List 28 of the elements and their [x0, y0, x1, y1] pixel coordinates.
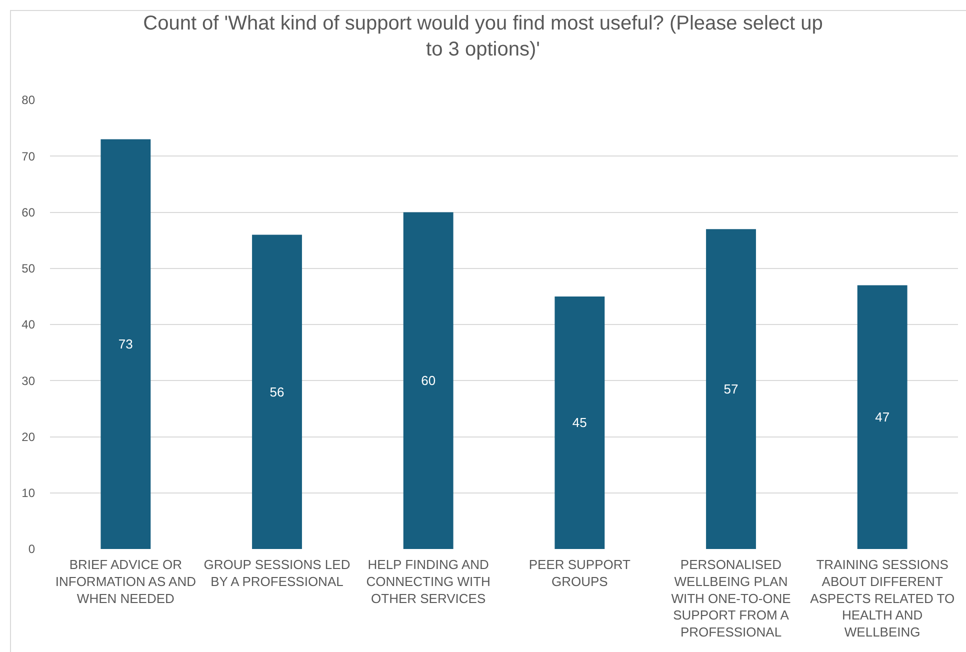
- x-tick-label: GROUP SESSIONS LED BY A PROFESSIONAL: [204, 557, 350, 589]
- bar: [857, 285, 908, 549]
- data-label: 56: [270, 384, 284, 400]
- y-tick-label: 60: [22, 205, 36, 220]
- x-tick-label: TRAINING SESSIONS ABOUT DIFFERENT ASPECTS RELATED TO HEALTH AND WELLBEING: [810, 557, 955, 640]
- data-label: 45: [572, 415, 587, 430]
- x-tick-label: PERSONALISED WELLBEING PLAN WITH ONE-TO-ONE SUPPORT FROM A PROFESSIONAL: [671, 557, 792, 640]
- x-tick-label: HELP FINDING AND CONNECTING WITH OTHER SERVICES: [366, 557, 490, 606]
- x-tick-label: BRIEF ADVICE OR INFORMATION AS AND WHEN NEEDED: [55, 557, 196, 606]
- chart-title: Count of 'What kind of support would you find most useful? (Please select up to 3 options)': [143, 12, 823, 60]
- y-tick-label: 80: [22, 93, 36, 108]
- bar: [554, 296, 605, 549]
- y-tick-label: 30: [22, 374, 36, 388]
- data-label: 57: [724, 382, 738, 397]
- y-tick-label: 70: [22, 149, 36, 164]
- y-tick-label: 10: [22, 486, 36, 500]
- x-tick-label: PEER SUPPORT GROUPS: [528, 557, 631, 589]
- data-label: 47: [875, 410, 890, 425]
- bar: [706, 229, 756, 549]
- bar: [100, 139, 151, 549]
- bar: [403, 212, 454, 549]
- bar: [252, 234, 302, 549]
- y-tick-label: 40: [22, 318, 36, 332]
- data-label: 60: [421, 373, 436, 388]
- y-tick-label: 0: [28, 542, 36, 556]
- data-label: 73: [118, 336, 133, 352]
- y-tick-label: 50: [22, 262, 36, 276]
- y-tick-label: 20: [22, 430, 36, 444]
